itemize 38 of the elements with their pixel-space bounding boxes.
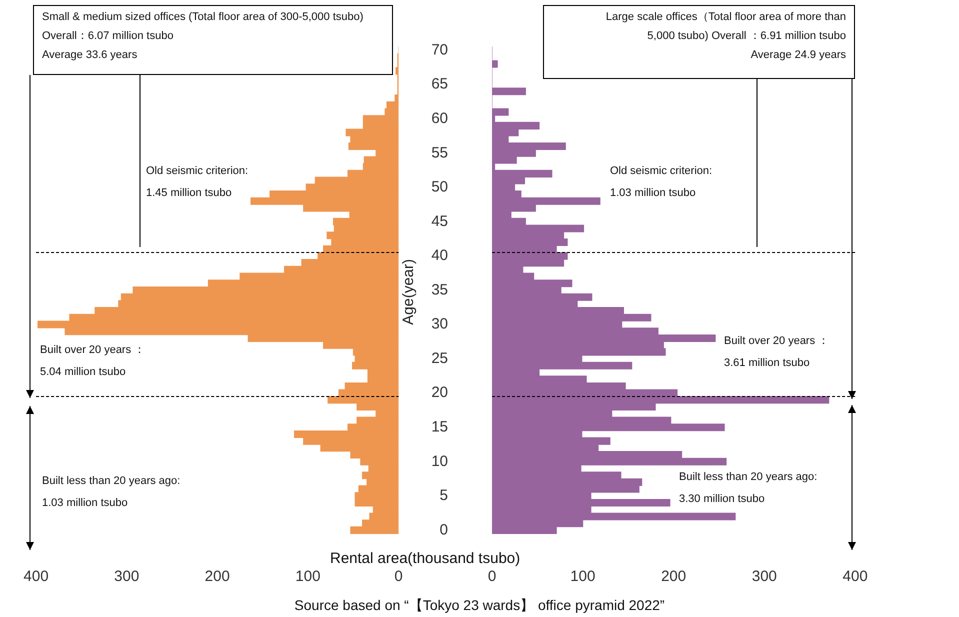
y-tick-label: 25 <box>431 350 448 367</box>
y-tick-label: 10 <box>431 452 448 470</box>
x-tick-label: 200 <box>661 568 686 586</box>
y-axis-title: Age(year) <box>400 259 418 325</box>
x-tick-label: 200 <box>204 568 230 586</box>
y-tick-label: 30 <box>431 316 448 333</box>
x-axis-title: Rental area(thousand tsubo) <box>330 550 520 567</box>
y-tick-label: 35 <box>431 281 448 298</box>
y-tick-label: 5 <box>440 487 448 504</box>
source-note: Source based on “【Tokyo 23 wards】 office pyramid 2022” <box>293 596 666 615</box>
annotation: Old seismic criterion: 1.03 million tsubo <box>610 164 712 201</box>
bar <box>492 60 498 68</box>
bar <box>492 88 526 96</box>
y-tick-label: 20 <box>431 384 448 402</box>
x-tick-label: 400 <box>24 568 49 586</box>
y-tick-label: 70 <box>431 41 448 58</box>
y-tick-label: 40 <box>431 247 448 264</box>
y-tick-label: 60 <box>431 110 448 127</box>
x-tick-label: 300 <box>114 568 140 586</box>
annotation: Built less than 20 years ago: 1.03 million tsubo <box>42 474 180 511</box>
y-tick-label: 65 <box>431 76 448 93</box>
x-tick-label: 300 <box>752 568 777 586</box>
x-tick-label: 100 <box>570 568 596 586</box>
y-tick-label: 50 <box>431 178 448 196</box>
annotation: Built over 20 years ： 5.04 million tsubo <box>40 343 146 380</box>
y-tick-label: 15 <box>431 418 448 436</box>
x-tick-label: 100 <box>295 568 320 586</box>
annotation: Old seismic criterion: 1.45 million tsubo <box>146 164 248 201</box>
annotation: Built over 20 years ： 3.61 million tsubo <box>724 334 830 371</box>
x-tick-label: 0 <box>394 568 403 586</box>
y-tick-label: 55 <box>431 144 448 162</box>
callout-box: Large scale offices（Total floor area of more than 5,000 tsubo) Overall ：6.91 million tsubo Average 24.9 years <box>543 5 855 79</box>
x-tick-label: 400 <box>842 568 868 586</box>
callout-box: Small & medium sized offices (Total floor area of 300-5,000 tsubo) Overall：6.07 million tsubo Average 33.6 years <box>33 5 393 75</box>
y-tick-label: 45 <box>431 212 448 230</box>
y-tick-label: 0 <box>440 521 448 538</box>
annotation: Built less than 20 years ago: 3.30 million tsubo <box>679 470 818 507</box>
x-tick-label: 0 <box>488 568 496 586</box>
